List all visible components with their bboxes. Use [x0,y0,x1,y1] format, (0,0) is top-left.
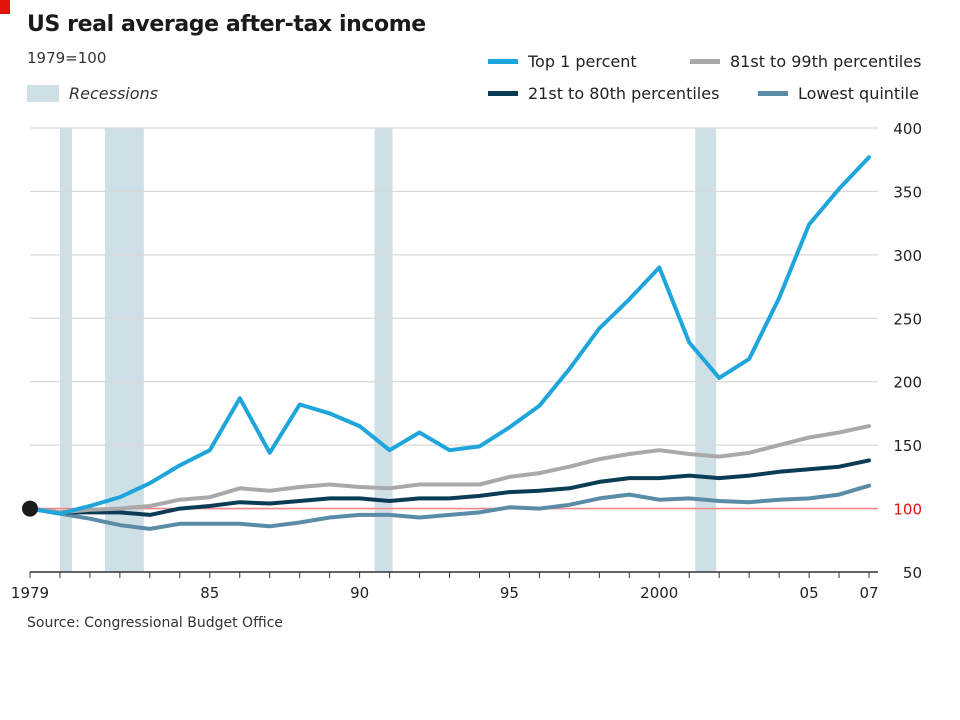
series-layer [28,155,871,531]
y-tick-label-350: 350 [893,183,922,201]
legend-item-top-1-percent: Top 1 percent [488,52,637,71]
x-tick-label-90: 90 [350,584,369,602]
x-tick-label-2000: 2000 [640,584,678,602]
recession-band-4 [695,128,717,572]
recessions-legend: Recessions [27,84,158,103]
x-tick-label-05: 05 [800,584,819,602]
y-tick-label-200: 200 [893,374,922,392]
marker-layer [22,500,38,517]
legend-label-lowest-quintile: Lowest quintile [798,84,919,103]
legend-item-81st-to-99th: 81st to 99th percentiles [690,52,921,71]
legend-swatch-81st-to-99th [690,59,720,64]
y-tick-label-100: 100 [893,501,922,519]
chart-subtitle: 1979=100 [27,49,107,67]
y-tick-label-400: 400 [893,120,922,138]
y-tick-label-250: 250 [893,310,922,328]
y-tick-label-50: 50 [903,564,922,582]
brand-accent-tag [0,0,10,14]
series-line-81st-to-99th-percentiles [28,424,871,515]
legend-swatch-21st-to-80th [488,91,518,96]
series-line-lowest-quintile [28,483,871,531]
legend-label-21st-to-80th: 21st to 80th percentiles [528,84,720,103]
legend-label-top-1-percent: Top 1 percent [528,52,637,71]
legend-swatch-top-1-percent [488,59,518,64]
series-line-top-1-percent [28,155,871,516]
legend-swatch-lowest-quintile [758,91,788,96]
recession-band-3 [374,128,393,572]
source-note: Source: Congressional Budget Office [27,615,283,631]
y-tick-label-150: 150 [893,437,922,455]
y-tick-label-300: 300 [893,247,922,265]
x-tick-label-95: 95 [500,584,519,602]
recessions-swatch [27,85,59,102]
x-tick-label-1979: 1979 [11,584,49,602]
x-tick-label-07: 07 [859,584,878,602]
x-tick-label-85: 85 [200,584,219,602]
legend-item-21st-to-80th: 21st to 80th percentiles [488,84,719,103]
series-line-21st-to-80th-percentiles [28,458,871,517]
axis-layer: 50 100 150 200 250 300 350 400 1979 85 90 95 2000 05 0… [11,120,922,602]
recession-band-1 [59,128,72,572]
chart-title: US real average after-tax income [27,12,426,37]
recessions-label: Recessions [69,84,158,103]
legend-label-81st-to-99th: 81st to 99th percentiles [730,52,922,71]
legend-item-lowest-quintile: Lowest quintile [758,84,919,103]
base-year-marker [22,500,38,517]
